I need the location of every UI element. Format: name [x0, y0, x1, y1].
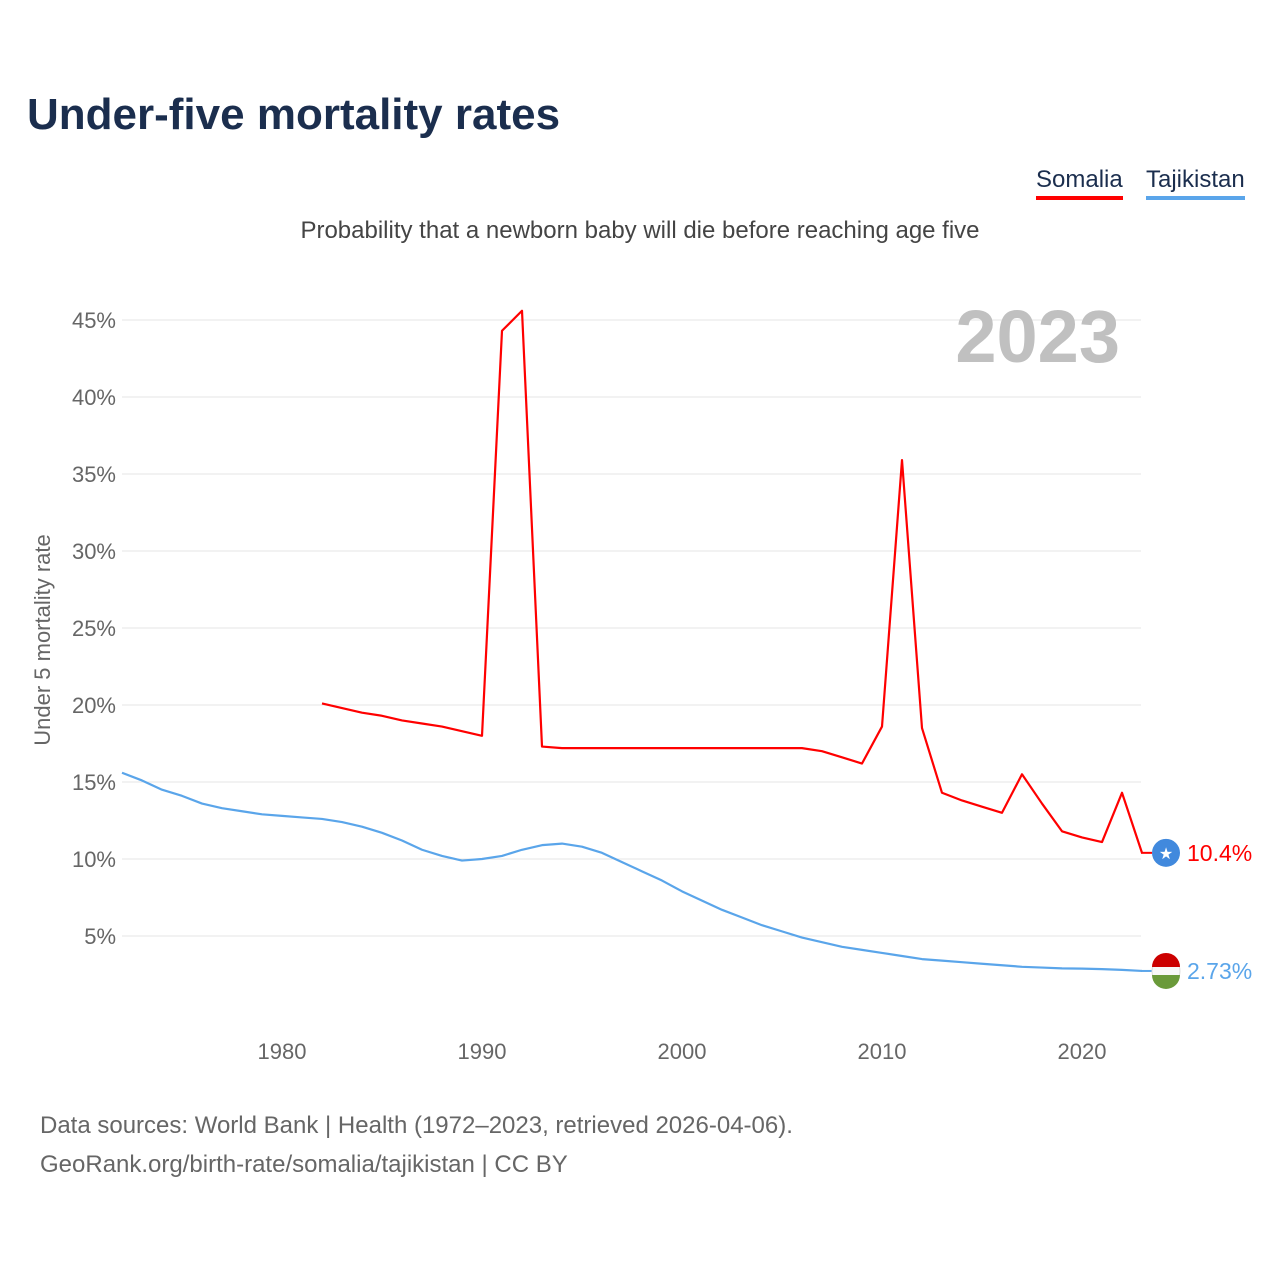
- chart-title: Under-five mortality rates: [27, 90, 561, 139]
- legend-somalia[interactable]: Somalia: [1036, 166, 1123, 200]
- y-tick-label: 30%: [72, 539, 116, 564]
- y-axis-label: Under 5 mortality rate: [30, 534, 55, 746]
- y-tick-label: 20%: [72, 693, 116, 718]
- end-value-label: 2.73%: [1187, 958, 1252, 984]
- y-tick-label: 5%: [84, 924, 116, 949]
- y-tick-label: 35%: [72, 462, 116, 487]
- flag-green-band: [1152, 974, 1181, 989]
- y-tick-label: 10%: [72, 847, 116, 872]
- x-tick-label: 2020: [1058, 1039, 1107, 1064]
- y-tick-label: 25%: [72, 616, 116, 641]
- source-note: Data sources: World Bank | Health (1972–…: [40, 1106, 793, 1184]
- year-label: 2023: [955, 295, 1120, 378]
- x-tick-label: 1990: [458, 1039, 507, 1064]
- series-line-tajikistan: [121, 771, 1143, 973]
- x-tick-label: 2000: [658, 1039, 707, 1064]
- x-tick-label: 1980: [258, 1039, 307, 1064]
- legend-tajikistan[interactable]: Tajikistan: [1146, 166, 1245, 200]
- source-line: Data sources: World Bank | Health (1972–…: [40, 1112, 793, 1139]
- y-tick-label: 15%: [72, 770, 116, 795]
- source-line: GeoRank.org/birth-rate/somalia/tajikista…: [40, 1151, 568, 1178]
- y-tick-label: 45%: [72, 308, 116, 333]
- flag-star: ★: [1159, 846, 1173, 863]
- somalia-flag-icon: [1152, 838, 1180, 867]
- y-tick-label: 40%: [72, 385, 116, 410]
- end-value-label: 10.4%: [1187, 840, 1252, 866]
- x-tick-label: 2010: [858, 1039, 907, 1064]
- flag-red-band: [1152, 952, 1181, 967]
- series-line-somalia: [321, 309, 1144, 854]
- chart-subtitle: Probability that a newborn baby will die…: [300, 217, 980, 244]
